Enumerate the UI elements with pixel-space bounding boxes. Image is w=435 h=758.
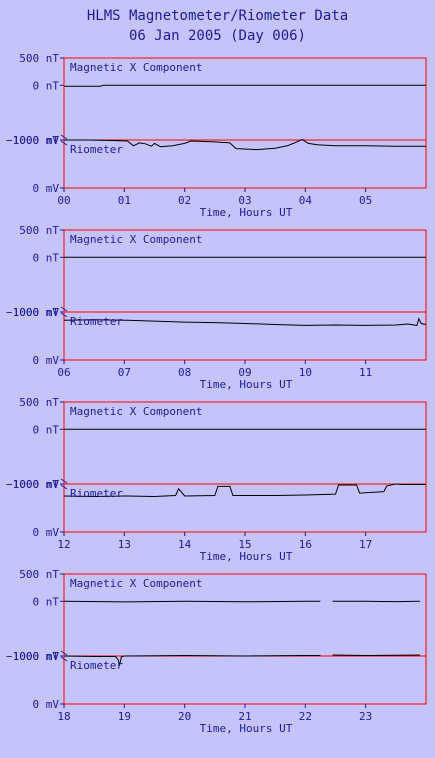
panel-1-xaxis-label: Time, Hours UT <box>200 206 293 219</box>
panel-3-xtick-label-0: 12 <box>57 538 70 551</box>
panel-2-xtick-label-4: 10 <box>299 366 312 379</box>
panel-2-xtick-label-1: 07 <box>118 366 131 379</box>
panel-1-xtick-label-5: 05 <box>359 194 372 207</box>
panel-4-axis-break <box>60 650 68 662</box>
panel-4-magnetic-ytick-label-2: −1000 nT <box>6 650 59 663</box>
panel-4-magnetic-subplot: 500 nT 0 nT −1000 nT Magnetic X Component <box>6 568 427 663</box>
panel-4-xtick-label-0: 18 <box>57 710 70 723</box>
panel-2-axis-break <box>60 306 68 318</box>
panel-2-magnetic-label: Magnetic X Component <box>70 233 202 246</box>
panel-4-riometer-label: Riometer <box>70 659 123 672</box>
panel-3-riometer-trace <box>63 483 426 498</box>
chart-title: HLMS Magnetometer/Riometer Data <box>86 8 349 24</box>
panel-1-axis-break <box>60 134 68 146</box>
panel-3-xtick-label-3: 15 <box>238 538 251 551</box>
chart-date-subtitle: 06 Jan 2005 (Day 006) <box>128 28 306 44</box>
panel-2-riometer-ytick-label-1: 0 mV <box>33 354 60 367</box>
panel-1-xtick-label-2: 02 <box>178 194 191 207</box>
panel-2-riometer-label: Riometer <box>70 315 123 328</box>
panel-2-magnetic-ytick-label-1: 0 nT <box>33 251 60 264</box>
panel-1-magnetic-ytick-label-1: 0 nT <box>33 79 60 92</box>
panel-3-magnetic-label: Magnetic X Component <box>70 405 202 418</box>
panel-2-xtick-label-0: 06 <box>57 366 70 379</box>
panel-4-riometer-ytick-label-0: 1000 mV <box>13 650 60 663</box>
panel-3-magnetic-subplot: 500 nT 0 nT −1000 nT Magnetic X Component <box>6 396 427 491</box>
panel-4-xtick-label-4: 22 <box>299 710 312 723</box>
panel-3-riometer-ytick-label-0: 1000 mV <box>13 478 60 491</box>
panel-1-xtick-label-1: 01 <box>118 194 131 207</box>
panel-4-xtick-label-5: 23 <box>359 710 372 723</box>
panel-3-riometer-label: Riometer <box>70 487 123 500</box>
panel-1: 500 nT 0 nT −1000 nT Magnetic X Component 10… <box>6 52 427 219</box>
panel-4-xaxis-label: Time, Hours UT <box>200 722 293 735</box>
panel-1-magnetic-ytick-label-0: 500 nT <box>19 52 59 65</box>
panel-3-xtick-label-1: 13 <box>118 538 131 551</box>
panel-4-xtick-label-2: 20 <box>178 710 191 723</box>
panel-3-riometer-ytick-label-1: 0 mV <box>33 526 60 539</box>
panel-4-xtick-label-1: 19 <box>118 710 131 723</box>
panel-2-riometer-ytick-label-0: 1000 mV <box>13 306 60 319</box>
panel-4: 500 nT 0 nT −1000 nT Magnetic X Component 10… <box>6 568 427 735</box>
panel-1-magnetic-ytick-label-2: −1000 nT <box>6 134 59 147</box>
panel-2-magnetic-ytick-label-2: −1000 nT <box>6 306 59 319</box>
panel-3-xtick-label-5: 17 <box>359 538 372 551</box>
panel-3-xaxis-label: Time, Hours UT <box>200 550 293 563</box>
panel-3-xtick-label-4: 16 <box>299 538 312 551</box>
panel-2-xtick-label-2: 08 <box>178 366 191 379</box>
panel-3-axis-break <box>60 478 68 490</box>
panel-1-xtick-label-3: 03 <box>238 194 251 207</box>
panel-2-xtick-label-5: 11 <box>359 366 372 379</box>
panel-3-magnetic-ytick-label-2: −1000 nT <box>6 478 59 491</box>
panel-1-riometer-trace <box>64 138 426 151</box>
panel-2: 500 nT 0 nT −1000 nT Magnetic X Component 10… <box>6 224 427 391</box>
panel-2-riometer-subplot: 1000 mV 0 mV Riometer <box>13 306 427 367</box>
panel-1-xtick-label-0: 00 <box>57 194 70 207</box>
panel-1-xtick-label-4: 04 <box>299 194 313 207</box>
panel-1-riometer-ytick-label-1: 0 mV <box>33 182 60 195</box>
panel-2-xtick-label-3: 09 <box>238 366 251 379</box>
panel-1-magnetic-subplot: 500 nT 0 nT −1000 nT Magnetic X Component <box>6 52 427 147</box>
panel-2-xaxis-label: Time, Hours UT <box>200 378 293 391</box>
panel-4-riometer-ytick-label-1: 0 mV <box>33 698 60 711</box>
panel-4-magnetic-ytick-label-0: 500 nT <box>19 568 59 581</box>
panel-2-magnetic-subplot: 500 nT 0 nT −1000 nT Magnetic X Component <box>6 224 427 319</box>
panel-1-riometer-subplot: 1000 mV 0 mV Riometer <box>13 134 427 195</box>
panel-4-riometer-subplot: 1000 mV 0 mV Riometer <box>13 650 427 711</box>
panel-1-magnetic-label: Magnetic X Component <box>70 61 202 74</box>
panel-1-riometer-ytick-label-0: 1000 mV <box>13 134 60 147</box>
panel-4-magnetic-trace <box>63 600 421 603</box>
panel-3-riometer-subplot: 1000 mV 0 mV Riometer <box>13 478 427 539</box>
panel-4-magnetic-label: Magnetic X Component <box>70 577 202 590</box>
panel-4-xtick-label-3: 21 <box>238 710 251 723</box>
panel-4-magnetic-ytick-label-1: 0 nT <box>33 595 60 608</box>
panel-3-xtick-label-2: 14 <box>178 538 192 551</box>
panel-3-magnetic-ytick-label-1: 0 nT <box>33 423 60 436</box>
panel-2-magnetic-ytick-label-0: 500 nT <box>19 224 59 237</box>
panel-3: 500 nT 0 nT −1000 nT Magnetic X Component 10… <box>6 396 427 563</box>
panel-2-riometer-trace <box>63 317 427 326</box>
panel-1-riometer-label: Riometer <box>70 143 123 156</box>
panel-3-magnetic-ytick-label-0: 500 nT <box>19 396 59 409</box>
panel-1-magnetic-trace <box>64 84 426 87</box>
panel-4-riometer-trace <box>63 654 421 666</box>
